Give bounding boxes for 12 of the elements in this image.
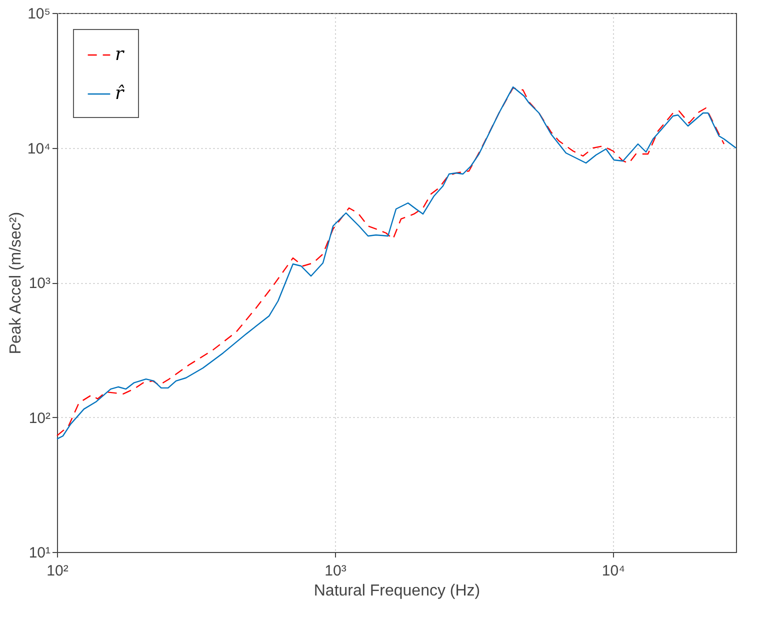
y-tick-label: 10⁵	[28, 6, 50, 22]
x-tick-label: 10⁴	[602, 562, 626, 580]
legend-label: r	[115, 44, 125, 65]
x-tick-label: 10²	[46, 562, 68, 580]
legend-label: r̂	[115, 83, 125, 104]
x-tick-label: 10³	[324, 562, 346, 580]
y-tick-label: 10²	[28, 410, 50, 427]
y-axis-title: Peak Accel (m/sec²)	[7, 212, 24, 354]
y-tick-label: 10⁴	[27, 140, 50, 158]
y-tick-label: 10¹	[28, 544, 50, 562]
x-axis-title: Natural Frequency (Hz)	[314, 582, 480, 600]
y-tick-label: 10³	[28, 275, 50, 292]
